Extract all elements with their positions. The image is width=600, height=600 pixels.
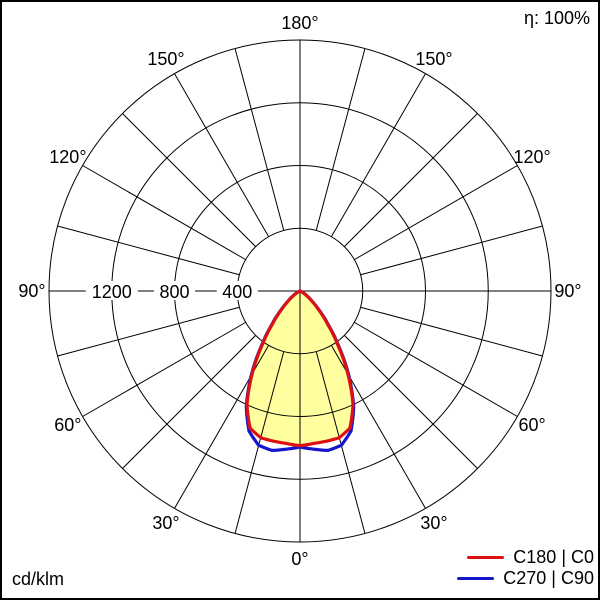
grid-spoke <box>57 306 240 357</box>
grid-spoke <box>344 113 478 247</box>
grid-spoke <box>122 113 256 247</box>
legend: C180 | C0 C270 | C90 <box>457 548 594 588</box>
grid-spoke <box>330 73 426 237</box>
grid-spoke <box>360 225 543 276</box>
efficiency-label: η: 100% <box>523 8 590 28</box>
grid-spoke <box>344 335 478 469</box>
grid-spoke <box>234 48 285 231</box>
curve-c180-c0 <box>245 289 355 448</box>
radial-tick-label: 1200 <box>92 282 132 302</box>
grid-spoke <box>354 321 518 417</box>
angle-label: 0° <box>291 549 308 569</box>
grid-spoke <box>122 335 256 469</box>
angle-label: 150° <box>415 49 452 69</box>
radial-tick-bg <box>216 281 258 300</box>
legend-item-c0: C180 | C0 <box>467 548 594 567</box>
angle-label: 60° <box>518 415 545 435</box>
grid-spoke <box>174 73 270 237</box>
grid-spoke <box>234 351 285 534</box>
radial-tick-label: 800 <box>159 282 189 302</box>
legend-line-blue <box>457 577 495 580</box>
radial-tick-bg <box>85 281 138 300</box>
angle-label: 120° <box>49 147 86 167</box>
angle-label: 60° <box>54 415 81 435</box>
angle-label: 30° <box>420 513 447 533</box>
grid-spoke <box>360 306 543 357</box>
legend-label-c90: C270 | C90 <box>503 568 594 588</box>
angle-label: 150° <box>147 49 184 69</box>
angle-label: 90° <box>18 281 45 301</box>
radial-tick-label: 400 <box>222 282 252 302</box>
radial-tick-bg <box>154 281 195 300</box>
unit-label: cd/klm <box>12 569 65 589</box>
grid-spoke <box>82 165 246 261</box>
grid-spoke <box>354 165 518 261</box>
grid-spoke <box>57 225 240 276</box>
legend-line-red <box>467 556 505 559</box>
legend-item-c90: C270 | C90 <box>457 569 594 588</box>
grid-spoke <box>315 351 366 534</box>
legend-label-c0: C180 | C0 <box>513 547 594 567</box>
angle-label: 180° <box>281 13 318 33</box>
grid-spoke <box>82 321 246 417</box>
angle-label: 90° <box>554 281 581 301</box>
angle-label: 120° <box>513 147 550 167</box>
angle-label: 30° <box>152 513 179 533</box>
grid-spoke <box>315 48 366 231</box>
